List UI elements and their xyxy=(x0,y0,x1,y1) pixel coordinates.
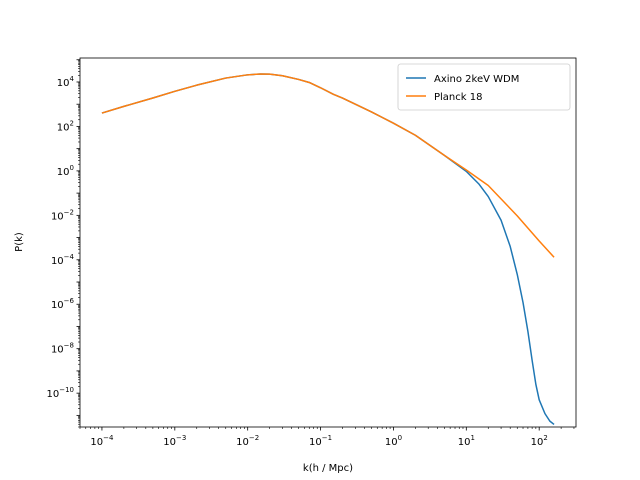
y-axis: 10−10 10−8 10−6 10−4 10−2 100 102 104 xyxy=(46,59,80,428)
x-tick-label: 10−2 xyxy=(236,434,259,448)
x-axis: 10−4 10−3 10−2 10−1 100 101 102 xyxy=(79,427,575,448)
x-tick-label: 10−1 xyxy=(309,434,332,448)
y-tick-label: 10−4 xyxy=(51,253,75,267)
y-tick-label: 100 xyxy=(57,164,74,178)
y-tick-label: 104 xyxy=(57,75,75,89)
x-tick-label: 101 xyxy=(458,434,475,448)
x-tick-label: 100 xyxy=(385,434,402,448)
y-tick-label: 10−6 xyxy=(51,297,75,311)
x-tick-label: 102 xyxy=(531,434,548,448)
legend-box xyxy=(397,63,571,111)
x-axis-title: k(h / Mpc) xyxy=(303,463,353,474)
legend: Axino 2keV WDM Planck 18 xyxy=(397,63,571,111)
legend-label: Axino 2keV WDM xyxy=(434,74,519,85)
y-tick-label: 10−2 xyxy=(51,208,74,222)
y-tick-label: 102 xyxy=(57,119,74,133)
y-tick-label: 10−8 xyxy=(51,342,74,356)
legend-label: Planck 18 xyxy=(434,92,482,103)
y-axis-title: P(k) xyxy=(14,232,25,252)
y-tick-label: 10−10 xyxy=(46,386,74,400)
x-tick-label: 10−4 xyxy=(90,434,114,448)
series-layer xyxy=(101,73,555,426)
x-tick-label: 10−3 xyxy=(163,434,186,448)
series-line-2 xyxy=(101,73,555,258)
